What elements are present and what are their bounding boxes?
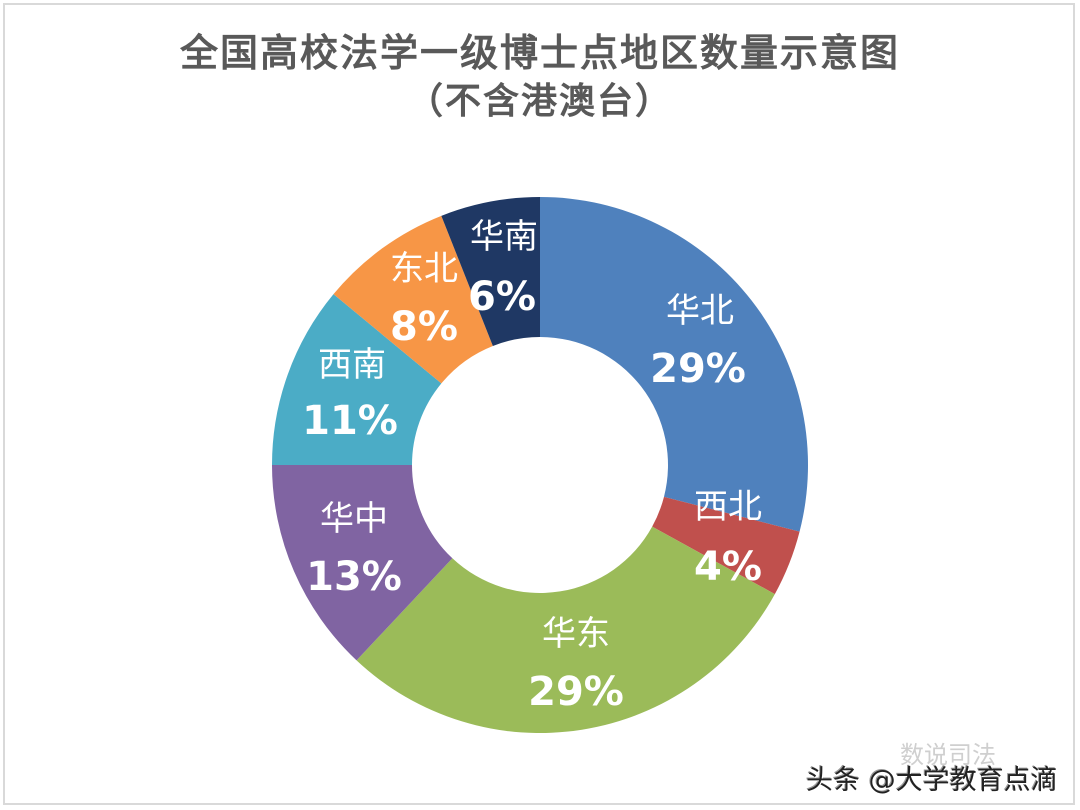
donut-segment-西南 [272, 294, 442, 465]
donut-segments [272, 197, 808, 733]
label-xinan-pct: 11% [302, 398, 398, 444]
donut-segment-华北 [540, 197, 808, 532]
donut-segment-西北 [652, 496, 800, 595]
donut-segment-华东 [356, 526, 775, 733]
watermark: 头条 @大学教育点滴 [806, 765, 1058, 796]
donut-segment-华南 [441, 197, 540, 346]
label-xibei-name: 西北 [694, 487, 762, 527]
label-huadong-name: 华东 [542, 614, 610, 654]
label-huanan-name: 华南 [470, 217, 538, 257]
label-huazhong-pct: 13% [306, 554, 402, 600]
segment-labels: 华北 29% 西北 4% 华东 29% 华中 13% 西南 11% 东北 8% … [302, 217, 762, 715]
label-huabei-name: 华北 [666, 291, 734, 331]
label-huazhong-name: 华中 [320, 499, 388, 539]
label-huanan-pct: 6% [468, 274, 536, 320]
donut-segment-华中 [272, 465, 453, 661]
label-xibei-pct: 4% [694, 544, 762, 590]
label-huabei-pct: 29% [650, 346, 746, 392]
watermark-faint: 数说司法 [900, 741, 996, 769]
label-huadong-pct: 29% [528, 669, 624, 715]
label-dongbei-name: 东北 [390, 249, 458, 289]
label-dongbei-pct: 8% [390, 304, 458, 350]
chart-subtitle: （不含港澳台） [406, 81, 673, 122]
chart-title: 全国高校法学一级博士点地区数量示意图 [179, 31, 900, 75]
donut-segment-东北 [333, 215, 493, 384]
label-xinan-name: 西南 [318, 345, 386, 385]
